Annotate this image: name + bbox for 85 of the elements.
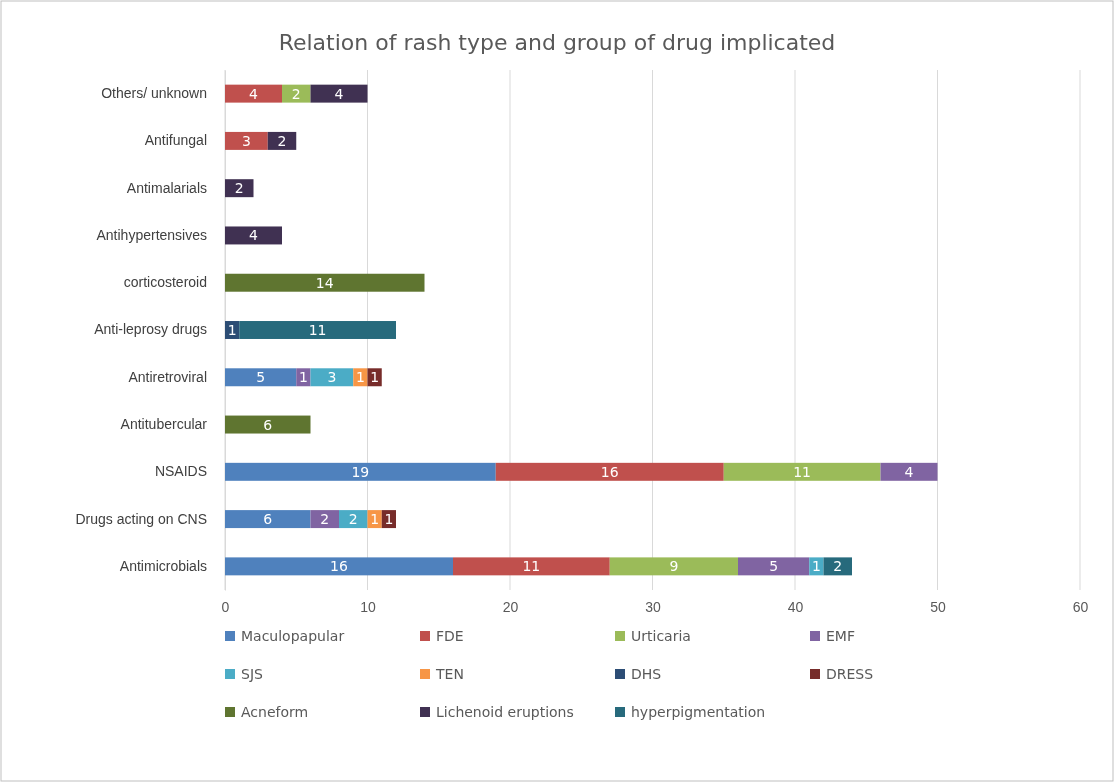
data-label: 4	[904, 463, 914, 480]
y-tick-label: NSAIDS	[154, 463, 207, 480]
data-label: 4	[249, 227, 259, 244]
data-label: 1	[370, 369, 380, 386]
legend-label: TEN	[435, 666, 464, 682]
y-tick-label: Antihypertensives	[96, 226, 207, 243]
legend-label: Urticaria	[631, 628, 691, 644]
data-label: 19	[351, 463, 370, 480]
data-label: 1	[384, 511, 394, 528]
y-tick-label: Drugs acting on CNS	[75, 510, 207, 527]
x-tick-label: 50	[930, 598, 946, 615]
bar	[225, 462, 496, 481]
legend-label: DRESS	[826, 666, 874, 682]
data-label: 3	[327, 369, 337, 386]
legend-label: Lichenoid eruptions	[436, 704, 574, 720]
bar	[609, 557, 738, 576]
y-tick-label: Antifungal	[144, 132, 207, 149]
bar	[225, 557, 453, 576]
bar	[267, 131, 297, 150]
data-label: 1	[298, 369, 308, 386]
legend-label: Maculopapular	[241, 628, 345, 644]
x-tick-label: 20	[502, 598, 519, 615]
legend-label: Acneform	[241, 704, 309, 720]
bar	[495, 462, 724, 481]
data-label: 2	[291, 85, 301, 102]
bar	[310, 510, 339, 529]
data-label: 2	[277, 132, 287, 149]
data-label: 1	[227, 322, 237, 338]
data-label: 11	[308, 322, 327, 338]
bar	[282, 84, 311, 103]
y-tick-label: Antiretroviral	[128, 368, 207, 385]
data-label: 2	[833, 558, 843, 575]
bar	[310, 84, 368, 103]
x-tick-label: 60	[1072, 598, 1089, 615]
x-tick-label: 0	[221, 598, 230, 615]
y-tick-label: Antimalarials	[126, 179, 207, 196]
data-label: 1	[355, 369, 365, 386]
data-label: 2	[234, 180, 244, 197]
data-label: 11	[522, 558, 541, 575]
bar	[880, 462, 938, 481]
bar	[225, 368, 297, 387]
legend-label: SJS	[241, 666, 264, 682]
y-tick-label: Antimicrobials	[119, 557, 207, 574]
data-label: 1	[370, 511, 380, 528]
bar	[239, 321, 396, 339]
data-label: 5	[256, 369, 266, 386]
bar	[225, 415, 311, 434]
data-label: 11	[793, 463, 812, 480]
data-label: 4	[334, 85, 344, 102]
bar	[310, 368, 354, 387]
data-label: 3	[241, 132, 251, 149]
bar	[225, 226, 282, 245]
y-tick-label: Anti-leprosy drugs	[94, 321, 207, 338]
data-label: 1	[811, 558, 821, 575]
x-tick-label: 10	[360, 598, 376, 615]
legend-label: DHS	[631, 666, 662, 682]
x-tick-label: 40	[787, 598, 804, 615]
bar	[823, 557, 852, 576]
data-label: 14	[315, 274, 334, 291]
data-label: 5	[769, 558, 779, 575]
bar	[225, 131, 268, 150]
bar	[738, 557, 810, 576]
y-tick-label: Others/ unknown	[101, 85, 207, 102]
bar	[225, 273, 425, 292]
bar	[225, 510, 311, 529]
bar	[225, 84, 282, 103]
bar	[453, 557, 610, 576]
data-label: 2	[320, 511, 330, 528]
y-tick-label: Antitubercular	[120, 416, 208, 433]
bar	[723, 462, 881, 481]
y-tick-label: corticosteroid	[123, 274, 207, 291]
bar	[339, 510, 368, 529]
bar	[225, 179, 254, 198]
data-label: 6	[263, 416, 273, 433]
chart-title: Relation of rash type and group of drug implicated	[278, 30, 836, 55]
data-label: 9	[669, 558, 679, 575]
data-label: 6	[263, 511, 273, 528]
data-label: 16	[330, 558, 348, 575]
legend-label: FDE	[436, 628, 464, 644]
data-label: 4	[249, 85, 259, 102]
data-label: 2	[348, 511, 358, 528]
legend-label: EMF	[826, 628, 855, 644]
x-tick-label: 30	[645, 598, 661, 615]
legend-label: hyperpigmentation	[631, 704, 766, 720]
data-label: 16	[600, 463, 619, 480]
